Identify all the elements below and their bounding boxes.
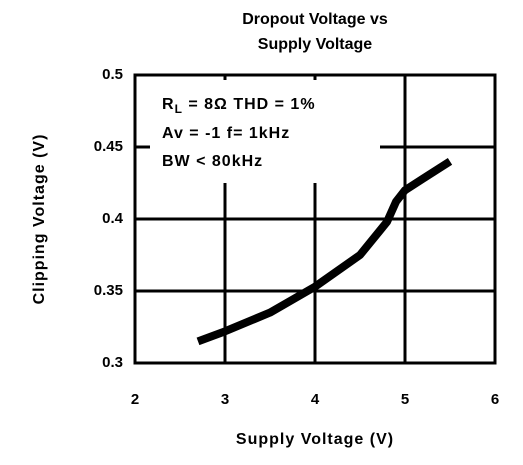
annotation-part: L [175, 102, 183, 116]
plot-frame [133, 73, 497, 365]
x-axis-label: Supply Voltage (V) [236, 431, 394, 448]
y-tick-label: 0.4 [102, 210, 124, 227]
y-tick-label: 0.3 [102, 354, 123, 371]
annotation: RL = 8Ω THD = 1% [162, 96, 316, 116]
x-tick-label: 6 [491, 391, 499, 408]
annotation-part: = 8Ω THD = 1% [183, 96, 316, 113]
chart-title: Dropout Voltage vs [242, 11, 388, 28]
x-tick-label: 2 [131, 391, 139, 408]
y-tick-label: 0.45 [94, 138, 123, 155]
y-axis-label: Clipping Voltage (V) [31, 134, 48, 305]
data-line [196, 158, 453, 346]
chart-title: Supply Voltage [258, 36, 372, 53]
y-tick-label: 0.5 [102, 66, 123, 83]
x-tick-label: 5 [401, 391, 409, 408]
annotation: BW < 80kHz [162, 153, 263, 170]
annotation-box [150, 80, 380, 183]
annotation: Av = -1 f= 1kHz [162, 125, 290, 142]
annotation-part: R [162, 96, 175, 113]
x-tick-label: 3 [221, 391, 229, 408]
x-tick-label: 4 [311, 391, 320, 408]
y-tick-label: 0.35 [94, 282, 123, 299]
